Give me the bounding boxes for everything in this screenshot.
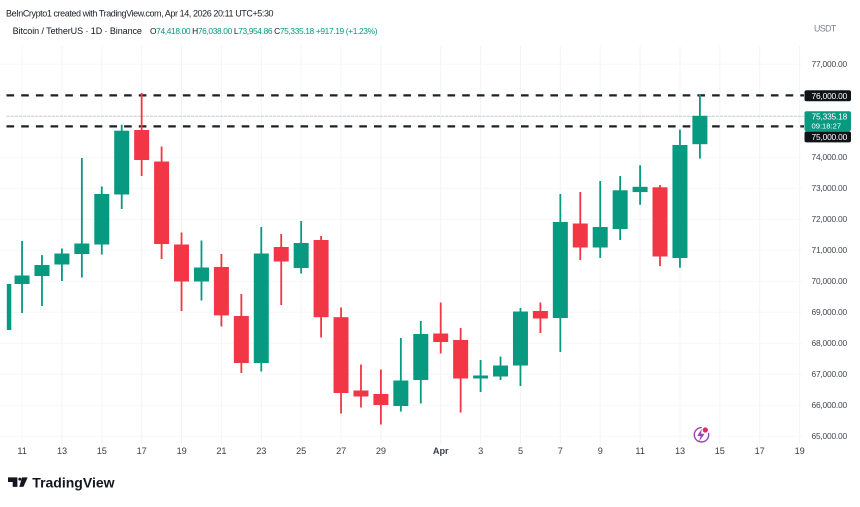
svg-text:TradingView: TradingView: [32, 475, 114, 491]
svg-text:75,000.00: 75,000.00: [812, 132, 848, 142]
svg-text:67,000.00: 67,000.00: [812, 369, 848, 379]
svg-text:9: 9: [598, 446, 603, 456]
svg-text:77,000.00: 77,000.00: [812, 59, 848, 69]
svg-text:BeInCrypto1 created with Tradi: BeInCrypto1 created with TradingView.com…: [6, 8, 274, 18]
svg-text:13: 13: [675, 446, 685, 456]
svg-text:29: 29: [376, 446, 386, 456]
svg-text:USDT: USDT: [814, 24, 837, 34]
svg-text:19: 19: [795, 446, 805, 456]
svg-text:75,335.18: 75,335.18: [812, 112, 848, 122]
svg-text:15: 15: [97, 446, 107, 456]
svg-text:27: 27: [336, 446, 346, 456]
svg-text:15: 15: [715, 446, 725, 456]
svg-text:Apr: Apr: [433, 446, 449, 456]
svg-text:3: 3: [478, 446, 483, 456]
svg-text:11: 11: [17, 446, 26, 456]
svg-text:68,000.00: 68,000.00: [812, 338, 848, 348]
svg-text:5: 5: [518, 446, 523, 456]
svg-text:17: 17: [137, 446, 147, 456]
svg-text:23: 23: [256, 446, 266, 456]
svg-text:7: 7: [558, 446, 563, 456]
svg-text:13: 13: [57, 446, 67, 456]
svg-text:70,000.00: 70,000.00: [812, 276, 848, 286]
svg-text:71,000.00: 71,000.00: [812, 245, 848, 255]
svg-text:74,000.00: 74,000.00: [812, 152, 848, 162]
svg-text:O74,418.00 H76,038.00 L73,954.: O74,418.00 H76,038.00 L73,954.86 C75,335…: [150, 26, 378, 36]
svg-text:11: 11: [635, 446, 644, 456]
svg-text:09:18:27: 09:18:27: [812, 121, 842, 130]
svg-text:73,000.00: 73,000.00: [812, 183, 848, 193]
svg-text:72,000.00: 72,000.00: [812, 214, 848, 224]
svg-text:21: 21: [216, 446, 226, 456]
svg-text:66,000.00: 66,000.00: [812, 400, 848, 410]
svg-text:69,000.00: 69,000.00: [812, 307, 848, 317]
svg-text:17: 17: [755, 446, 765, 456]
svg-text:19: 19: [177, 446, 187, 456]
svg-text:65,000.00: 65,000.00: [812, 431, 848, 441]
svg-text:25: 25: [296, 446, 306, 456]
svg-text:76,000.00: 76,000.00: [812, 91, 848, 101]
svg-text:Bitcoin / TetherUS · 1D · Bina: Bitcoin / TetherUS · 1D · Binance: [13, 26, 142, 36]
